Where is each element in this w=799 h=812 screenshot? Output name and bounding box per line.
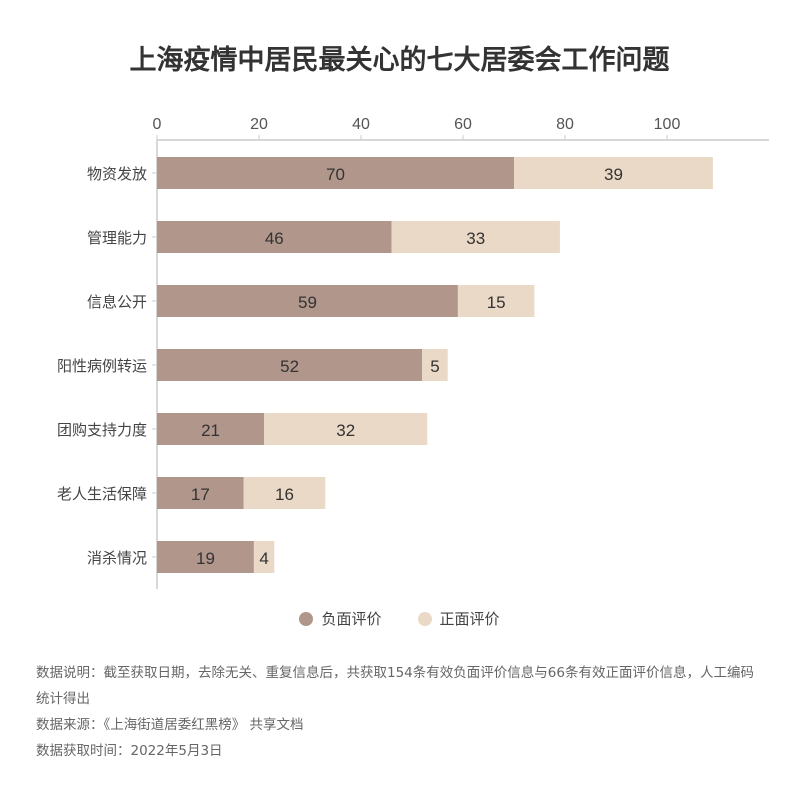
category-label: 信息公开 (87, 293, 147, 311)
legend: 负面评价 正面评价 (0, 608, 799, 629)
x-tick-label: 100 (654, 116, 681, 133)
data-label: 32 (336, 421, 355, 440)
note-date: 数据获取时间：2022年5月3日 (36, 743, 223, 759)
category-label: 消杀情况 (87, 549, 147, 567)
category-label: 管理能力 (87, 229, 147, 247)
bar-negative (157, 477, 244, 509)
note-source: 数据来源：《上海街道居委红黑榜》 共享文档 (36, 717, 304, 733)
data-label: 19 (196, 549, 215, 568)
data-label: 52 (280, 357, 299, 376)
legend-item-negative: 负面评价 (299, 608, 382, 629)
data-label: 16 (275, 485, 294, 504)
category-label: 团购支持力度 (57, 421, 147, 439)
bar-positive (514, 157, 713, 189)
bar-negative (157, 221, 392, 253)
data-label: 4 (259, 549, 268, 568)
bar-positive (391, 221, 560, 253)
bar-positive (253, 541, 275, 573)
data-label: 17 (191, 485, 210, 504)
bar-positive (422, 349, 448, 381)
data-label: 15 (487, 293, 506, 312)
legend-item-positive: 正面评价 (417, 608, 500, 629)
bar-negative (157, 349, 423, 381)
legend-swatch (299, 611, 314, 626)
bar-negative (157, 541, 254, 573)
chart-title: 上海疫情中居民最关心的七大居委会工作问题 (129, 45, 670, 76)
data-label: 39 (604, 165, 623, 184)
bar-positive (243, 477, 326, 509)
legend-label: 负面评价 (321, 610, 382, 628)
legend-swatch (417, 611, 432, 626)
data-label: 33 (466, 229, 485, 248)
data-label: 59 (298, 293, 317, 312)
bar-positive (457, 285, 535, 317)
x-tick-label: 0 (153, 116, 162, 133)
data-label: 21 (201, 421, 220, 440)
bar-positive (264, 413, 428, 445)
x-tick-label: 60 (454, 116, 472, 133)
bar-negative (157, 157, 514, 189)
bar-negative (157, 413, 265, 445)
x-tick-label: 80 (556, 116, 574, 133)
stacked-bar-chart: 0 20 40 60 80 100 物资发放 70 39 管理能力 46 33 信息公开 59 15 阳性病例… (57, 116, 769, 589)
bar-negative (157, 285, 458, 317)
x-tick-label: 40 (352, 116, 370, 133)
legend-label: 正面评价 (439, 610, 500, 628)
data-label: 70 (326, 165, 345, 184)
data-label: 46 (265, 229, 284, 248)
x-tick-label: 20 (250, 116, 268, 133)
data-label: 5 (430, 357, 439, 376)
category-label: 阳性病例转运 (57, 357, 147, 375)
note-description: 数据说明：截至获取日期，去除无关、重复信息后，共获取154条有效负面评价信息与6… (36, 665, 754, 707)
category-label: 老人生活保障 (57, 485, 147, 503)
category-label: 物资发放 (87, 165, 147, 183)
